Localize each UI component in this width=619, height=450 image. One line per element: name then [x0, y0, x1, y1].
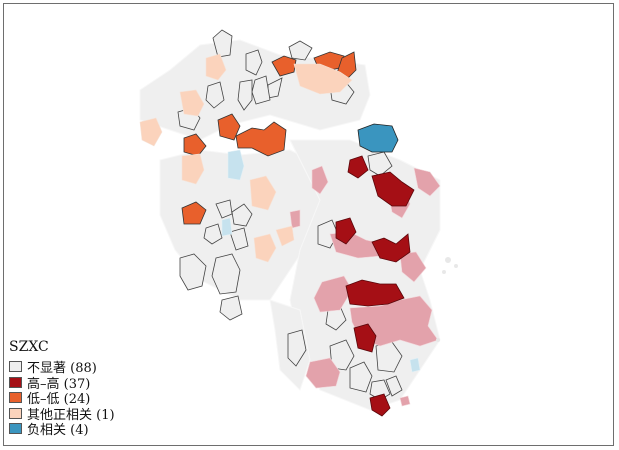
island-group	[436, 257, 458, 342]
region-ns-23	[349, 361, 373, 393]
region-hh-light-1	[311, 165, 329, 195]
island-3	[442, 270, 446, 274]
region-ll-5	[183, 133, 207, 157]
region-op-2	[293, 63, 353, 95]
island-2	[454, 264, 458, 268]
legend-title: SZXC	[9, 339, 49, 355]
legend-item: 低–低 (24)	[9, 390, 115, 408]
region-hh-2	[371, 171, 415, 207]
legend-swatch	[9, 407, 22, 419]
region-hh-5	[345, 279, 405, 307]
region-hh-4	[371, 233, 411, 263]
island-1	[445, 257, 451, 263]
legend-label: 负相关 (4)	[27, 423, 89, 439]
region-ns-5	[251, 75, 271, 105]
region-ns-17	[211, 253, 241, 295]
region-ns-12	[215, 199, 233, 219]
island-4	[436, 338, 440, 342]
legend-label: 其他正相关 (1)	[27, 407, 115, 423]
region-ns-1	[212, 29, 233, 58]
region-hh-1	[347, 155, 369, 179]
region-op-7	[253, 233, 277, 263]
region-op-1	[205, 53, 227, 81]
region-ns-2	[288, 40, 313, 61]
region-ns-13	[203, 223, 223, 245]
region-hh-light-4	[289, 209, 301, 229]
region-ll-7	[181, 201, 207, 225]
low-low-regions	[181, 51, 357, 225]
region-hh-light-9	[305, 357, 341, 389]
legend-label: 不显著 (88)	[27, 361, 97, 377]
region-op-4	[139, 117, 163, 147]
region-op-8	[275, 225, 295, 247]
region-neg-light-1	[227, 149, 245, 181]
legend-item: 不显著 (88)	[9, 359, 115, 377]
region-ns-25	[385, 375, 403, 397]
legend-swatch	[9, 376, 22, 388]
legend-items: 不显著 (88) 高–高 (37) 低–低 (24) 其他正相关 (1) 负相关 (4)	[9, 359, 115, 439]
legend-swatch	[9, 392, 22, 404]
region-ns-7	[205, 81, 225, 109]
region-hh-light-7	[313, 275, 353, 313]
legend-swatch	[9, 423, 22, 435]
region-ns-16	[179, 253, 207, 291]
region-hh-light-3	[413, 167, 441, 197]
legend-swatch	[9, 361, 22, 373]
legend-label: 高–高 (37)	[27, 376, 91, 392]
region-ns-6	[237, 79, 253, 111]
region-ns-10	[367, 151, 393, 177]
region-ns-11	[231, 203, 253, 227]
region-op-6	[249, 175, 277, 211]
not-significant-regions	[177, 29, 403, 401]
region-ll-4	[217, 113, 241, 141]
region-ns-14	[229, 227, 249, 251]
region-hh-light-10	[399, 395, 411, 407]
region-hh-7	[369, 393, 391, 417]
map-legend: SZXC 不显著 (88) 高–高 (37) 低–低 (24) 其他正相关 (1) 负相…	[9, 338, 115, 439]
legend-item: 其他正相关 (1)	[9, 406, 115, 423]
region-neg-light-3	[409, 357, 421, 373]
region-neg-light-2	[221, 217, 233, 237]
region-ll-6	[235, 121, 287, 157]
high-high-regions	[335, 155, 415, 417]
region-hh-light-6	[399, 251, 427, 283]
region-ns-20	[287, 329, 307, 367]
region-op-5	[181, 153, 205, 185]
region-neg-1	[357, 123, 399, 153]
other-positive-regions	[139, 53, 353, 263]
legend-item: 负相关 (4)	[9, 421, 115, 439]
negative-regions	[221, 123, 421, 373]
legend-label: 低–低 (24)	[27, 392, 91, 408]
region-hh-6	[353, 323, 377, 353]
region-ns-18	[219, 295, 243, 321]
legend-item: 高–高 (37)	[9, 375, 115, 392]
region-op-3	[179, 89, 205, 117]
region-hh-3	[335, 217, 357, 245]
region-ns-3	[245, 49, 263, 76]
